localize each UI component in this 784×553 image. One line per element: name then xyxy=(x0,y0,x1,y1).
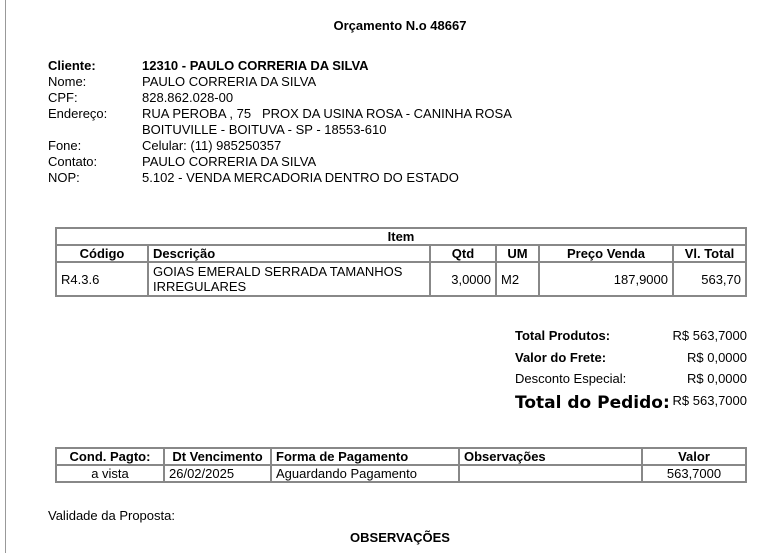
cell-descricao: GOIAS EMERALD SERRADA TAMANHOS IRREGULAR… xyxy=(147,261,431,297)
cell-observacoes xyxy=(458,464,643,483)
info-row-cpf: CPF: 828.862.028-00 xyxy=(48,90,512,106)
info-label: Endereço: xyxy=(48,106,108,121)
totals: Total Produtos: R$ 563,7000 Valor do Fret… xyxy=(515,328,747,413)
total-produtos-row: Total Produtos: R$ 563,7000 xyxy=(515,328,747,350)
info-row-cliente: Cliente: 12310 - PAULO CORRERIA DA SILVA xyxy=(48,58,512,74)
info-value: 828.862.028-00 xyxy=(142,90,234,105)
frete-label: Valor do Frete: xyxy=(515,350,607,365)
table-row: a vista 26/02/2025 Aguardando Pagamento … xyxy=(55,464,747,483)
page-border xyxy=(5,0,6,553)
col-descricao: Descrição xyxy=(147,244,431,263)
info-value: Celular: (11) 985250357 xyxy=(142,138,282,153)
desconto-label: Desconto Especial: xyxy=(515,371,627,386)
total-produtos-value: R$ 563,7000 xyxy=(672,328,747,343)
cell-qtd: 3,0000 xyxy=(429,261,497,297)
items-caption: Item xyxy=(55,227,747,246)
total-pedido-value: R$ 563,7000 xyxy=(672,393,747,408)
payment-header-row: Cond. Pagto: Dt Vencimento Forma de Paga… xyxy=(55,447,747,466)
cell-total: 563,70 xyxy=(672,261,747,297)
cell-forma-pagamento: Aguardando Pagamento xyxy=(270,464,460,483)
info-label: Contato: xyxy=(48,154,98,169)
info-value: PAULO CORRERIA DA SILVA xyxy=(142,74,317,89)
info-row-fone: Fone: Celular: (11) 985250357 xyxy=(48,138,512,154)
desconto-value: R$ 0,0000 xyxy=(687,371,747,386)
cell-codigo: R4.3.6 xyxy=(55,261,149,297)
col-qtd: Qtd xyxy=(429,244,497,263)
info-row-nome: Nome: PAULO CORRERIA DA SILVA xyxy=(48,74,512,90)
page-title: Orçamento N.o 48667 xyxy=(333,18,467,33)
col-observacoes: Observações xyxy=(458,447,643,466)
cell-dt-vencimento: 26/02/2025 xyxy=(163,464,272,483)
observacoes-title: OBSERVAÇÕES xyxy=(350,530,450,545)
info-label: Fone: xyxy=(48,138,82,153)
col-preco: Preço Venda xyxy=(538,244,674,263)
info-value: PAULO CORRERIA DA SILVA xyxy=(142,154,317,169)
cell-preco: 187,9000 xyxy=(538,261,674,297)
cell-valor: 563,7000 xyxy=(641,464,747,483)
info-label: CPF: xyxy=(48,90,78,105)
info-label: Nome: xyxy=(48,74,87,89)
payment-table: Cond. Pagto: Dt Vencimento Forma de Paga… xyxy=(55,447,747,483)
col-forma-pagamento: Forma de Pagamento xyxy=(270,447,460,466)
info-row-endereco-2: BOITUVILLE - BOITUVA - SP - 18553-610 xyxy=(48,122,512,138)
total-pedido-label: Total do Pedido: xyxy=(515,393,670,413)
info-label: Cliente: xyxy=(48,58,96,73)
validade-label: Validade da Proposta: xyxy=(48,508,175,523)
info-row-nop: NOP: 5.102 - VENDA MERCADORIA DENTRO DO E… xyxy=(48,170,512,186)
col-cond-pagto: Cond. Pagto: xyxy=(55,447,165,466)
info-row-contato: Contato: PAULO CORRERIA DA SILVA xyxy=(48,154,512,170)
total-produtos-label: Total Produtos: xyxy=(515,328,611,343)
frete-value: R$ 0,0000 xyxy=(687,350,747,365)
items-table: Item Código Descrição Qtd UM Preço Venda… xyxy=(55,227,747,297)
col-total: Vl. Total xyxy=(672,244,747,263)
cell-um: M2 xyxy=(495,261,540,297)
info-value: RUA PEROBA , 75 PROX DA USINA ROSA - CAN… xyxy=(142,106,512,121)
table-row: R4.3.6 GOIAS EMERALD SERRADA TAMANHOS IR… xyxy=(55,261,747,297)
items-header-row: Código Descrição Qtd UM Preço Venda Vl. … xyxy=(55,244,747,263)
cell-cond-pagto: a vista xyxy=(55,464,165,483)
col-codigo: Código xyxy=(55,244,149,263)
total-pedido-row: Total do Pedido: R$ 563,7000 xyxy=(515,393,747,413)
col-valor: Valor xyxy=(641,447,747,466)
info-value: 5.102 - VENDA MERCADORIA DENTRO DO ESTAD… xyxy=(142,170,459,185)
client-info: Cliente: 12310 - PAULO CORRERIA DA SILVA … xyxy=(48,58,512,186)
info-value: 12310 - PAULO CORRERIA DA SILVA xyxy=(142,58,369,73)
info-row-endereco: Endereço: RUA PEROBA , 75 PROX DA USINA R… xyxy=(48,106,512,122)
info-value: BOITUVILLE - BOITUVA - SP - 18553-610 xyxy=(142,122,387,137)
info-label: NOP: xyxy=(48,170,80,185)
col-um: UM xyxy=(495,244,540,263)
frete-row: Valor do Frete: R$ 0,0000 xyxy=(515,350,747,371)
col-dt-vencimento: Dt Vencimento xyxy=(163,447,272,466)
desconto-row: Desconto Especial: R$ 0,0000 xyxy=(515,371,747,393)
info-label xyxy=(48,122,142,138)
